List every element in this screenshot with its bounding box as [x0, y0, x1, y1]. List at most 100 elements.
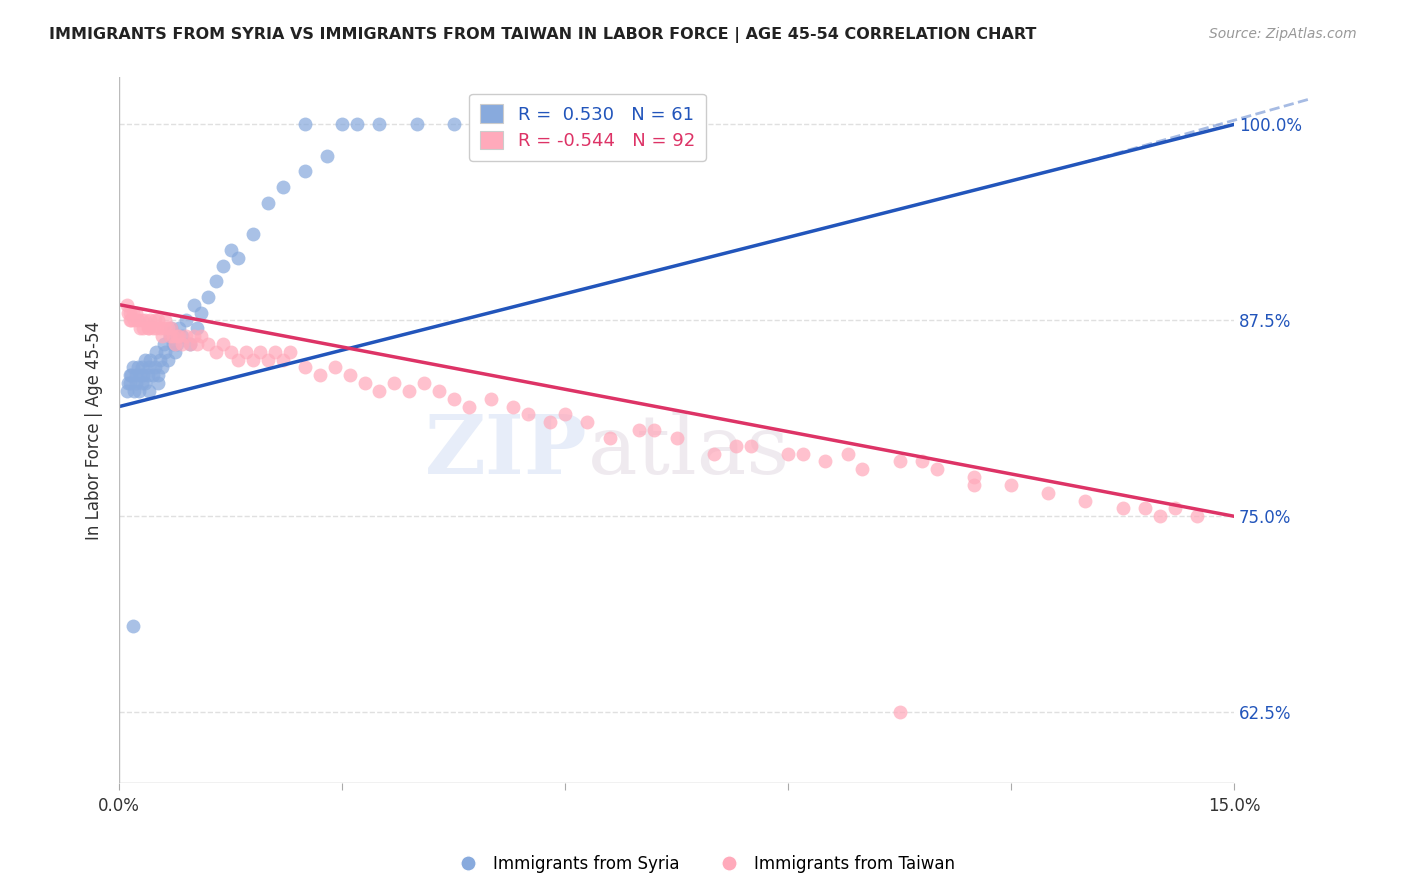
Point — [156, 352, 179, 367]
Point — [136, 321, 159, 335]
Point — [139, 352, 162, 367]
Point — [115, 298, 138, 312]
Point — [725, 439, 748, 453]
Point — [479, 118, 502, 132]
Point — [132, 321, 155, 335]
Point — [294, 360, 316, 375]
Point — [118, 313, 141, 327]
Point — [186, 321, 208, 335]
Point — [353, 376, 375, 390]
Point — [294, 118, 316, 132]
Point — [889, 454, 911, 468]
Point — [138, 384, 160, 398]
Point — [226, 251, 249, 265]
Text: ZIP: ZIP — [425, 411, 588, 491]
Point — [134, 313, 156, 327]
Point — [143, 360, 166, 375]
Point — [925, 462, 948, 476]
Point — [149, 352, 172, 367]
Point — [159, 329, 181, 343]
Point — [139, 313, 162, 327]
Point — [159, 329, 181, 343]
Point — [242, 352, 264, 367]
Point — [271, 180, 294, 194]
Point — [443, 118, 465, 132]
Point — [134, 376, 156, 390]
Point — [330, 118, 353, 132]
Point — [814, 454, 837, 468]
Point — [129, 368, 152, 383]
Point — [323, 360, 346, 375]
Point — [190, 329, 212, 343]
Point — [127, 360, 149, 375]
Point — [120, 305, 142, 319]
Point — [136, 368, 159, 383]
Point — [316, 149, 339, 163]
Point — [517, 408, 540, 422]
Legend: R =  0.530   N = 61, R = -0.544   N = 92: R = 0.530 N = 61, R = -0.544 N = 92 — [470, 94, 706, 161]
Point — [120, 313, 142, 327]
Point — [963, 478, 986, 492]
Point — [131, 360, 153, 375]
Point — [219, 344, 242, 359]
Point — [172, 336, 194, 351]
Point — [162, 329, 184, 343]
Point — [174, 329, 197, 343]
Point — [124, 368, 146, 383]
Point — [138, 360, 160, 375]
Point — [124, 376, 146, 390]
Point — [205, 344, 228, 359]
Point — [174, 313, 197, 327]
Point — [179, 336, 201, 351]
Point — [1133, 501, 1156, 516]
Point — [219, 243, 242, 257]
Point — [167, 321, 190, 335]
Point — [792, 446, 814, 460]
Point — [129, 321, 152, 335]
Point — [294, 164, 316, 178]
Point — [1149, 509, 1171, 524]
Point — [264, 344, 287, 359]
Point — [382, 376, 405, 390]
Point — [163, 336, 186, 351]
Point — [134, 352, 156, 367]
Point — [145, 344, 167, 359]
Point — [502, 400, 524, 414]
Point — [153, 336, 176, 351]
Point — [257, 195, 280, 210]
Point — [368, 384, 391, 398]
Point — [128, 384, 150, 398]
Point — [339, 368, 361, 383]
Point — [1074, 493, 1097, 508]
Point — [554, 408, 576, 422]
Point — [150, 329, 173, 343]
Point — [142, 368, 165, 383]
Point — [837, 446, 859, 460]
Point — [242, 227, 264, 242]
Point — [889, 705, 911, 719]
Point — [117, 376, 139, 390]
Point — [145, 321, 167, 335]
Point — [186, 336, 208, 351]
Point — [479, 392, 502, 406]
Point — [155, 313, 177, 327]
Point — [166, 329, 188, 343]
Legend: Immigrants from Syria, Immigrants from Taiwan: Immigrants from Syria, Immigrants from T… — [444, 848, 962, 880]
Point — [778, 446, 800, 460]
Text: Source: ZipAtlas.com: Source: ZipAtlas.com — [1209, 27, 1357, 41]
Point — [740, 439, 762, 453]
Point — [703, 446, 725, 460]
Point — [665, 431, 688, 445]
Point — [143, 313, 166, 327]
Point — [122, 313, 145, 327]
Point — [146, 368, 169, 383]
Point — [183, 329, 205, 343]
Point — [120, 368, 142, 383]
Point — [122, 384, 145, 398]
Text: IMMIGRANTS FROM SYRIA VS IMMIGRANTS FROM TAIWAN IN LABOR FORCE | AGE 45-54 CORRE: IMMIGRANTS FROM SYRIA VS IMMIGRANTS FROM… — [49, 27, 1036, 43]
Point — [146, 376, 169, 390]
Point — [205, 274, 228, 288]
Point — [599, 431, 621, 445]
Point — [179, 336, 201, 351]
Point — [271, 352, 294, 367]
